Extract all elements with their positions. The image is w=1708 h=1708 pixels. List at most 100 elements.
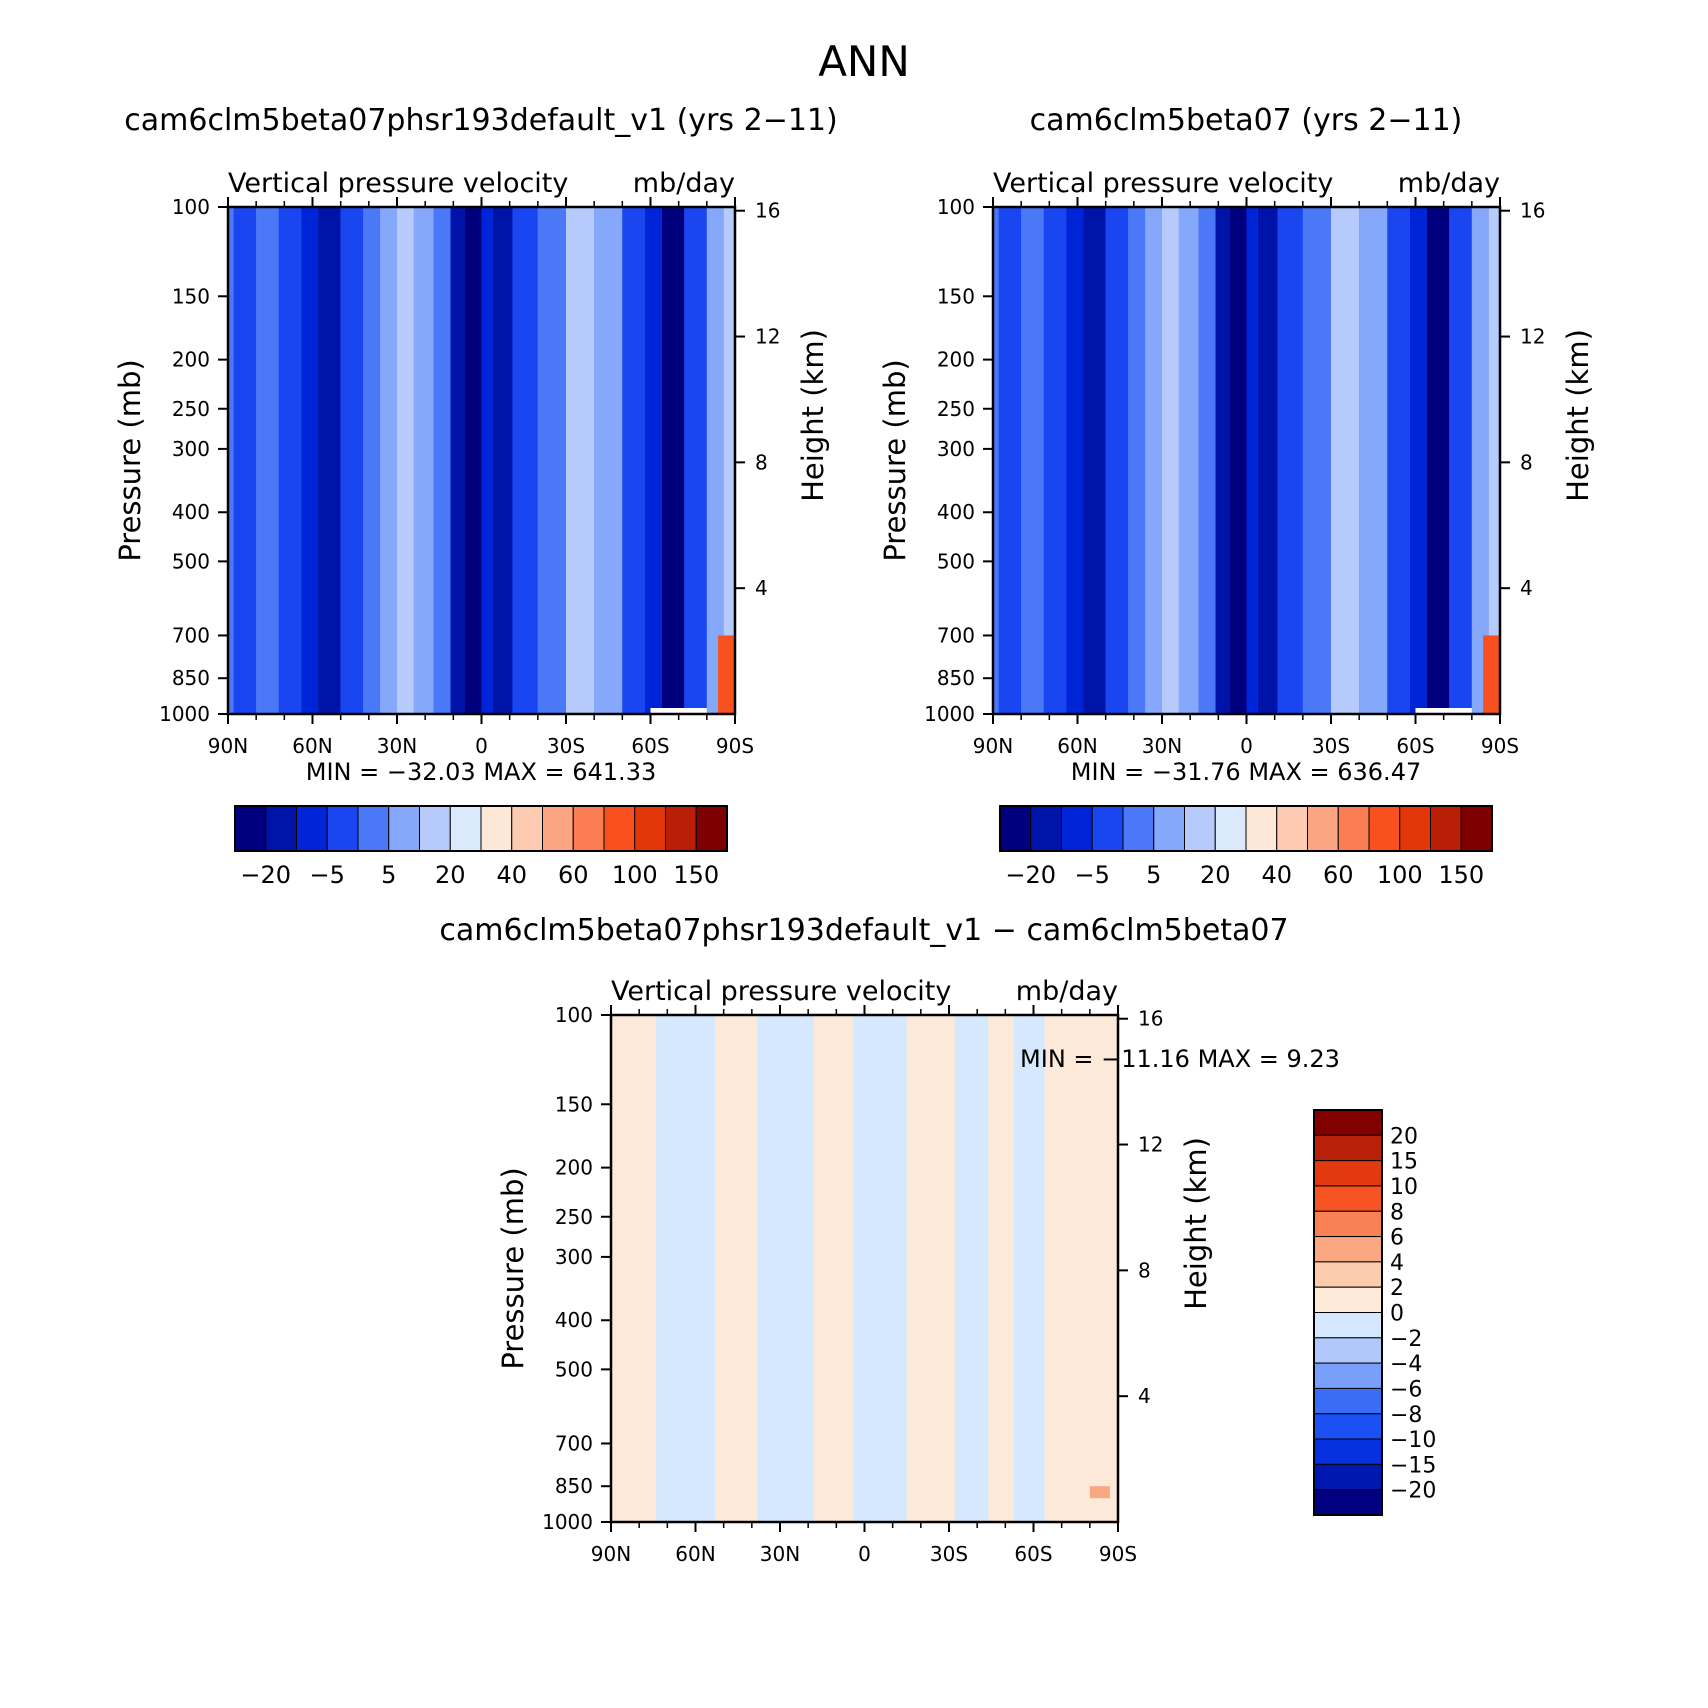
y-tick-label: 1000 (924, 702, 975, 726)
x-tick-label: 90S (1099, 1542, 1137, 1566)
colorbar-label: −4 (1390, 1352, 1422, 1377)
x-tick-label: 90S (1481, 734, 1519, 758)
colorbar-label: 5 (1146, 861, 1161, 889)
x-tick-label: 30N (1142, 734, 1182, 758)
y-tick-label: 700 (937, 623, 975, 647)
colorbar-swatch (1368, 805, 1401, 852)
panel-subtitle-left: Vertical pressure velocity (993, 168, 1333, 199)
y-right-tick-label: 4 (755, 576, 768, 600)
colorbar-label: −5 (310, 861, 345, 889)
colorbar-swatch (1313, 1210, 1383, 1238)
contour-band (566, 207, 595, 714)
colorbar-swatch (665, 805, 697, 852)
colorbar-swatch (1061, 805, 1093, 852)
y-tick-label: 200 (937, 348, 975, 372)
contour-band (1449, 207, 1472, 714)
y-tick-label: 250 (937, 397, 975, 421)
panel-2: cam6clm5beta07 (yrs 2−11) Vertical pressu… (878, 103, 1595, 889)
contour-band (1145, 207, 1162, 714)
contour-band (464, 207, 482, 714)
y-right-tick-label: 4 (1138, 1384, 1151, 1408)
colorbar-swatch (1313, 1463, 1383, 1491)
colorbar-label: 20 (1200, 861, 1231, 889)
panel-1: cam6clm5beta07phsr193default_v1 (yrs 2−1… (113, 103, 838, 889)
colorbar-swatch (1313, 1286, 1383, 1313)
y-tick-label: 850 (937, 666, 975, 690)
y-tick-label: 700 (555, 1431, 593, 1455)
contour-band (1246, 207, 1258, 714)
colorbar-swatch (603, 805, 636, 852)
x-tick-label: 90S (716, 734, 754, 758)
colorbar-swatch (542, 805, 574, 852)
contour-band (1215, 207, 1230, 714)
contour-band (757, 1015, 814, 1522)
x-tick-label: 30S (930, 1542, 968, 1566)
colorbar-swatch (1313, 1160, 1383, 1187)
y-right-tick-label: 16 (1520, 199, 1545, 223)
contour-band (644, 207, 662, 714)
x-tick-label: 60S (631, 734, 669, 758)
colorbar-label: 150 (673, 861, 719, 889)
colorbar-label: 20 (435, 861, 466, 889)
colorbar-swatch (1313, 1109, 1383, 1136)
contour-band (1089, 1486, 1110, 1499)
y-right-tick-label: 8 (755, 450, 768, 474)
contour-band (1471, 207, 1489, 714)
colorbar-swatch (1430, 805, 1462, 852)
contour-band (813, 1015, 854, 1522)
colorbar-swatch (1313, 1413, 1383, 1440)
contour-band (481, 207, 493, 714)
colorbar-label: 0 (1390, 1302, 1404, 1327)
x-tick-label: 30N (377, 734, 417, 758)
contour-band (1359, 207, 1388, 714)
contour-band (537, 207, 566, 714)
colorbar-swatch (265, 805, 297, 852)
colorbar-swatch (511, 805, 543, 852)
colorbar-label: 60 (1323, 861, 1354, 889)
x-tick-label: 60S (1396, 734, 1434, 758)
x-tick-label: 30N (760, 1542, 800, 1566)
colorbar-swatch (1313, 1185, 1383, 1212)
colorbar-swatch (1030, 805, 1062, 852)
colorbar-label: −10 (1390, 1428, 1436, 1453)
colorbar-swatch (1337, 805, 1370, 852)
colorbar-label: 150 (1438, 861, 1484, 889)
figure-title: ANN (818, 37, 910, 86)
colorbar-swatch (1091, 805, 1124, 852)
colorbar-label: 100 (612, 861, 658, 889)
colorbar-label: 20 (1390, 1124, 1418, 1149)
y-tick-label: 500 (555, 1357, 593, 1381)
contour-band (512, 207, 538, 714)
colorbar-label: 40 (1261, 861, 1292, 889)
y-tick-label: 300 (555, 1245, 593, 1269)
x-tick-label: 90N (208, 734, 248, 758)
colorbar-swatch (1313, 1362, 1383, 1389)
y-axis-label-right: Height (km) (796, 329, 830, 502)
y-tick-label: 1000 (542, 1510, 593, 1534)
colorbar-label: 8 (1390, 1200, 1404, 1225)
contour-band (1277, 207, 1303, 714)
colorbar-swatch (695, 805, 728, 852)
colorbar-label: −20 (1390, 1479, 1436, 1504)
y-right-tick-label: 16 (1138, 1007, 1163, 1031)
y-tick-label: 150 (555, 1092, 593, 1116)
contour-band (397, 207, 414, 714)
colorbar-swatch (388, 805, 420, 852)
contour-band (1387, 207, 1410, 714)
contour-band (998, 207, 1022, 714)
y-tick-label: 400 (172, 500, 210, 524)
y-tick-label: 500 (172, 549, 210, 573)
contour-band (278, 207, 302, 714)
colorbar: −20 −5 5 20 40 60 100 150 (234, 805, 728, 889)
contour-band (1178, 207, 1199, 714)
x-tick-label: 30S (547, 734, 585, 758)
contour-band (256, 207, 279, 714)
y-axis-label-right: Height (km) (1561, 329, 1595, 502)
contour-band (622, 207, 645, 714)
panel-title: cam6clm5beta07phsr193default_v1 − cam6cl… (439, 913, 1288, 948)
y-tick-label: 200 (172, 348, 210, 372)
colorbar-label: 10 (1390, 1175, 1418, 1200)
colorbar-swatch (1313, 1312, 1383, 1339)
y-tick-label: 500 (937, 549, 975, 573)
